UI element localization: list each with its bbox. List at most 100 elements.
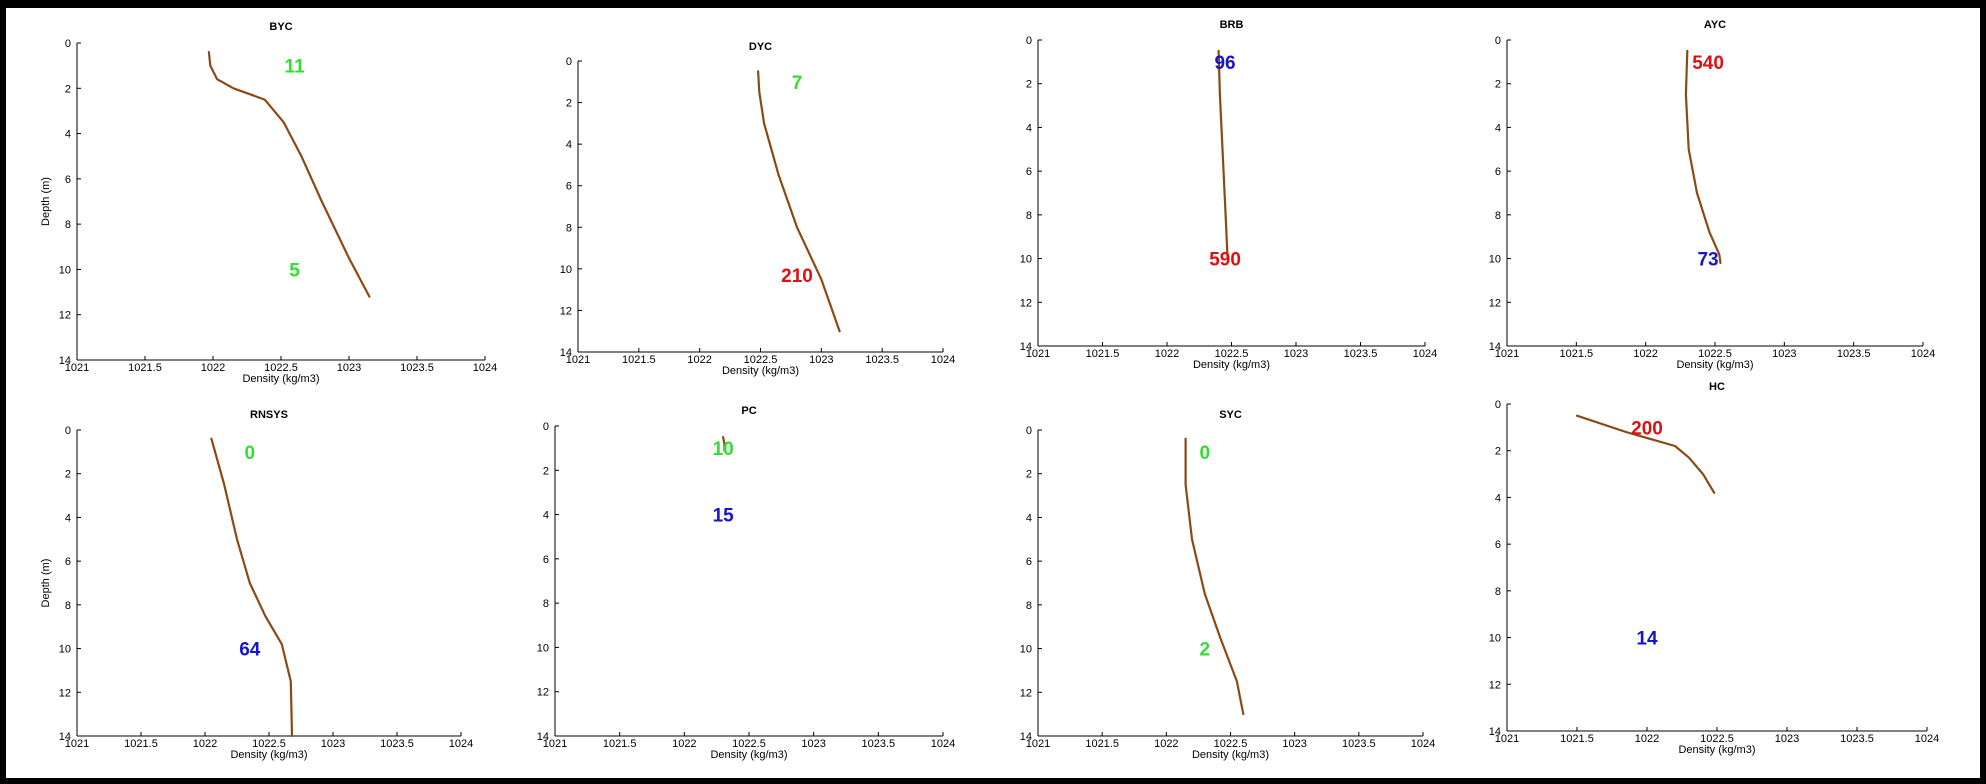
y-tick-label: 12 xyxy=(59,687,71,699)
y-tick-label: 0 xyxy=(65,425,71,437)
y-tick-label: 0 xyxy=(1026,35,1032,47)
x-tick-label: 1023.5 xyxy=(1342,738,1376,750)
y-tick-label: 12 xyxy=(560,305,572,317)
x-tick-label: 1023.5 xyxy=(380,738,414,750)
x-tick-label: 1022 xyxy=(1154,738,1178,750)
y-tick-label: 10 xyxy=(537,642,549,654)
density-profile-line xyxy=(1684,49,1722,264)
y-tick-label: 4 xyxy=(1026,512,1032,524)
x-tick-label: 1023 xyxy=(1772,348,1796,360)
y-tick-label: 4 xyxy=(543,510,549,522)
x-tick-label: 1022 xyxy=(1633,348,1657,360)
y-tick-label: 12 xyxy=(1020,297,1032,309)
count-annotation: 14 xyxy=(1636,629,1658,650)
x-tick-label: 1022 xyxy=(1635,733,1659,745)
panel-title: AYC xyxy=(1704,19,1726,31)
x-tick-label: 1024 xyxy=(449,738,473,750)
y-tick-label: 2 xyxy=(1026,469,1032,481)
y-tick-label: 10 xyxy=(1020,254,1032,266)
y-tick-label: 12 xyxy=(1489,297,1501,309)
x-axis-label: Density (kg/m3) xyxy=(710,749,787,761)
y-tick-label: 2 xyxy=(65,469,71,481)
x-tick-label: 1023 xyxy=(321,738,345,750)
y-tick-label: 0 xyxy=(1495,35,1501,47)
count-annotation: 590 xyxy=(1209,250,1241,271)
y-tick-label: 14 xyxy=(1020,731,1032,743)
y-tick-label: 0 xyxy=(1026,425,1032,437)
y-tick-label: 0 xyxy=(1495,399,1501,411)
y-tick-label: 6 xyxy=(566,181,572,193)
count-annotation: 15 xyxy=(713,506,735,527)
x-tick-label: 1022 xyxy=(201,362,225,374)
x-tick-label: 1021 xyxy=(1026,348,1050,360)
y-tick-label: 8 xyxy=(1495,210,1501,222)
y-tick-label: 8 xyxy=(566,222,572,234)
y-tick-label: 12 xyxy=(1489,679,1501,691)
x-tick-label: 1023.5 xyxy=(1840,733,1874,745)
y-tick-label: 6 xyxy=(65,556,71,568)
y-tick-label: 6 xyxy=(543,554,549,566)
y-tick-label: 8 xyxy=(1026,600,1032,612)
x-tick-label: 1021 xyxy=(1495,733,1519,745)
density-profile-line xyxy=(1184,437,1245,716)
count-annotation: 11 xyxy=(285,57,306,78)
x-tick-label: 1023 xyxy=(1282,738,1306,750)
y-tick-label: 14 xyxy=(537,731,549,743)
x-tick-label: 1021.5 xyxy=(603,738,637,750)
x-tick-label: 1021 xyxy=(1495,348,1519,360)
x-tick-label: 1024 xyxy=(1911,348,1935,360)
y-tick-label: 6 xyxy=(1495,166,1501,178)
x-tick-label: 1022.5 xyxy=(1215,348,1249,360)
density-profile-line xyxy=(756,70,841,333)
count-annotation: 10 xyxy=(713,439,734,460)
y-tick-label: 8 xyxy=(65,219,71,231)
count-annotation: 5 xyxy=(289,260,300,281)
y-tick-label: 4 xyxy=(1026,122,1032,134)
x-tick-label: 1022.5 xyxy=(1700,733,1734,745)
x-tick-label: 1021.5 xyxy=(1560,733,1594,745)
panel-title: PC xyxy=(741,405,756,417)
count-annotation: 0 xyxy=(1200,443,1211,464)
x-tick-label: 1021.5 xyxy=(622,354,656,366)
y-tick-label: 6 xyxy=(1026,166,1032,178)
y-tick-label: 14 xyxy=(59,731,71,743)
panel-title: BYC xyxy=(269,21,292,33)
x-tick-label: 1024 xyxy=(1915,733,1939,745)
x-tick-label: 1021 xyxy=(65,738,89,750)
x-axis-label: Density (kg/m3) xyxy=(1193,359,1270,371)
y-tick-label: 10 xyxy=(59,264,71,276)
y-tick-label: 14 xyxy=(1489,341,1501,353)
x-tick-label: 1023.5 xyxy=(400,362,434,374)
x-tick-label: 1021 xyxy=(65,362,89,374)
x-tick-label: 1021 xyxy=(543,738,567,750)
y-tick-label: 0 xyxy=(65,38,71,50)
density-profile-line xyxy=(210,437,294,738)
y-tick-label: 12 xyxy=(1020,687,1032,699)
panel-title: SYC xyxy=(1219,409,1242,421)
y-tick-label: 12 xyxy=(537,687,549,699)
panel-title: DYC xyxy=(749,41,772,53)
x-axis-label: Density (kg/m3) xyxy=(242,373,319,385)
x-tick-label: 1023.5 xyxy=(1837,348,1871,360)
y-tick-label: 8 xyxy=(543,598,549,610)
x-tick-label: 1021.5 xyxy=(128,362,162,374)
count-annotation: 210 xyxy=(781,266,813,287)
density-profile-line xyxy=(1217,49,1229,260)
density-profile-line xyxy=(721,436,726,452)
x-tick-label: 1023 xyxy=(337,362,361,374)
y-tick-label: 4 xyxy=(1495,492,1501,504)
x-tick-label: 1022 xyxy=(672,738,696,750)
x-tick-label: 1021 xyxy=(566,354,590,366)
x-tick-label: 1024 xyxy=(1413,348,1437,360)
y-tick-label: 4 xyxy=(65,512,71,524)
y-tick-label: 0 xyxy=(566,56,572,68)
y-tick-label: 8 xyxy=(65,600,71,612)
y-tick-label: 2 xyxy=(1495,446,1501,458)
x-axis-label: Density (kg/m3) xyxy=(722,365,799,377)
x-tick-label: 1024 xyxy=(931,354,955,366)
x-tick-label: 1021.5 xyxy=(124,738,158,750)
